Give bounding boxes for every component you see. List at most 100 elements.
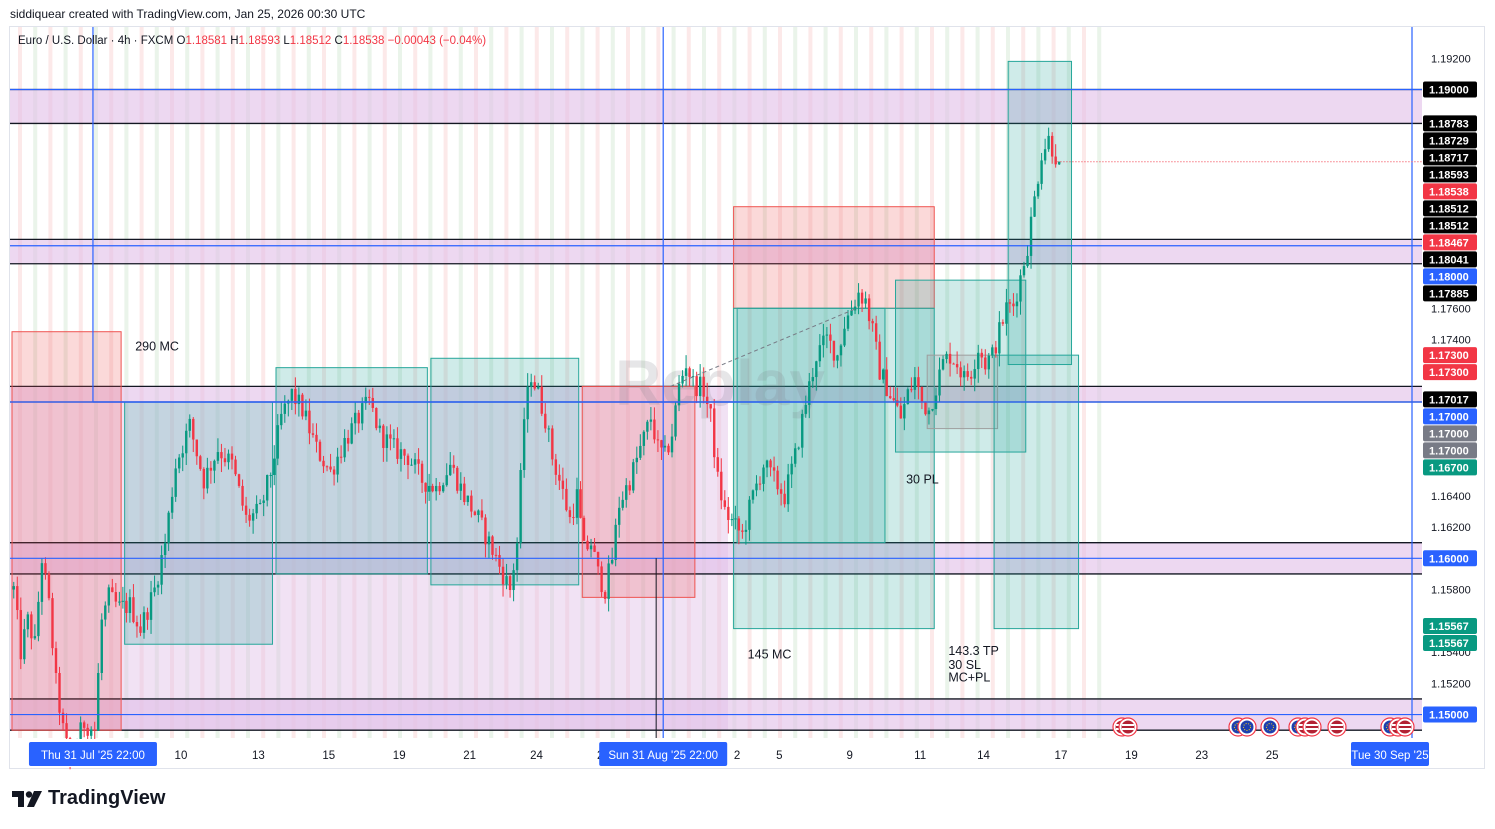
candle [776, 465, 779, 495]
price-tag: 1.16000 [1423, 550, 1477, 567]
candle-body [491, 536, 494, 555]
candle-body [906, 389, 910, 405]
candle-body [1008, 302, 1012, 304]
candle-body [765, 460, 769, 468]
candle [86, 723, 89, 740]
tradingview-logo[interactable]: TradingView [12, 787, 165, 810]
time-highlight-bg [1351, 742, 1429, 766]
candle [980, 348, 983, 368]
session-stripe [1082, 27, 1086, 738]
candle [237, 473, 241, 488]
session-stripe [717, 27, 722, 738]
candle-body [857, 292, 860, 307]
candle-body [628, 485, 631, 491]
candle [255, 495, 258, 519]
candle-body [1026, 255, 1029, 267]
candle-body [315, 434, 318, 442]
candle [991, 344, 994, 359]
candle-body [786, 474, 790, 505]
candle-body [850, 310, 853, 316]
candle [741, 523, 744, 539]
candle-body [656, 439, 660, 441]
candle-body [600, 566, 603, 593]
candle-body [878, 341, 881, 380]
candle-body [867, 298, 871, 322]
session-stripe [610, 27, 615, 738]
candle-body [843, 328, 846, 346]
time-tick-label: 5 [776, 750, 782, 762]
candle [378, 418, 382, 433]
candle [593, 537, 596, 553]
event-stripe [1122, 728, 1134, 730]
candle [610, 547, 614, 565]
candle [357, 410, 360, 433]
candle [600, 561, 603, 597]
candle-body [804, 405, 807, 414]
time-tick-label: 24 [530, 750, 543, 762]
price-tag: 1.18467 [1423, 234, 1477, 251]
candle [695, 371, 698, 404]
session-stripe [671, 27, 676, 738]
price-tag: 1.18512 [1423, 217, 1477, 234]
price-tag-label: 1.18512 [1429, 203, 1469, 215]
price-tag-bg [1423, 364, 1477, 381]
price-axis: 1.19200 1.17600 1.17400 1.16400 1.16200 1.158… [1423, 27, 1484, 738]
candle-body [371, 397, 374, 408]
candle-body [325, 466, 329, 468]
price-tag: 1.18512 [1423, 200, 1477, 217]
time-highlight-label: Thu 31 Jul '25 22:00 [41, 750, 145, 762]
candle-body [758, 483, 762, 485]
candle [966, 363, 969, 381]
price-tag-bg [1423, 634, 1477, 651]
candle-body [670, 436, 674, 453]
ohlc-legend: Euro / U.S. Dollar · 4h · FXCM O1.18581 … [18, 35, 486, 47]
candle-body [354, 412, 357, 424]
candle [973, 359, 976, 392]
candle [47, 571, 51, 601]
candle-body [403, 449, 406, 456]
candle-body [125, 600, 128, 613]
session-stripe [626, 27, 630, 738]
candle-body [223, 458, 227, 463]
candle-body [202, 468, 206, 489]
candle [720, 458, 723, 510]
candle-body [706, 396, 709, 405]
candle-body [494, 554, 498, 556]
session-stripe [337, 27, 342, 738]
candle-body [93, 729, 96, 731]
session-stripe [78, 27, 83, 738]
annotation-label: MC+PL [948, 671, 990, 685]
session-stripe [990, 27, 995, 738]
long-position-box [124, 401, 273, 645]
candle [322, 455, 325, 473]
candle [794, 443, 797, 468]
candle [417, 448, 420, 475]
candle [519, 463, 522, 549]
candle-body [33, 636, 37, 639]
candle-body [684, 368, 688, 376]
candle-body [276, 425, 279, 459]
candle-body [206, 467, 209, 489]
candle-body [839, 345, 843, 356]
candle-body [948, 353, 952, 364]
candle [33, 624, 37, 640]
candle [234, 455, 237, 477]
long-position-box [736, 307, 886, 544]
candle-body [526, 386, 529, 420]
candle-body [350, 423, 353, 444]
session-stripe [854, 27, 858, 738]
price-tag-label: 1.18041 [1429, 254, 1469, 266]
candle-body [456, 467, 459, 491]
close-label: C [334, 35, 343, 47]
candle [867, 294, 871, 330]
candle-body [998, 322, 1001, 354]
candle-body [237, 474, 241, 486]
candle [174, 458, 177, 502]
candle-body [892, 398, 895, 401]
candle [684, 355, 688, 387]
candle [1047, 127, 1050, 152]
candle-body [44, 563, 47, 574]
session-stripe [1066, 27, 1071, 738]
